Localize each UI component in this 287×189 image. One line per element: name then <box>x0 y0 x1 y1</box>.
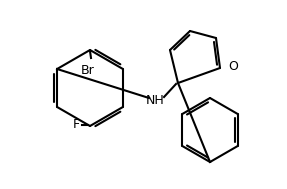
Text: NH: NH <box>146 94 164 106</box>
Text: F: F <box>73 118 80 130</box>
Text: Br: Br <box>81 64 95 77</box>
Text: O: O <box>228 60 238 73</box>
